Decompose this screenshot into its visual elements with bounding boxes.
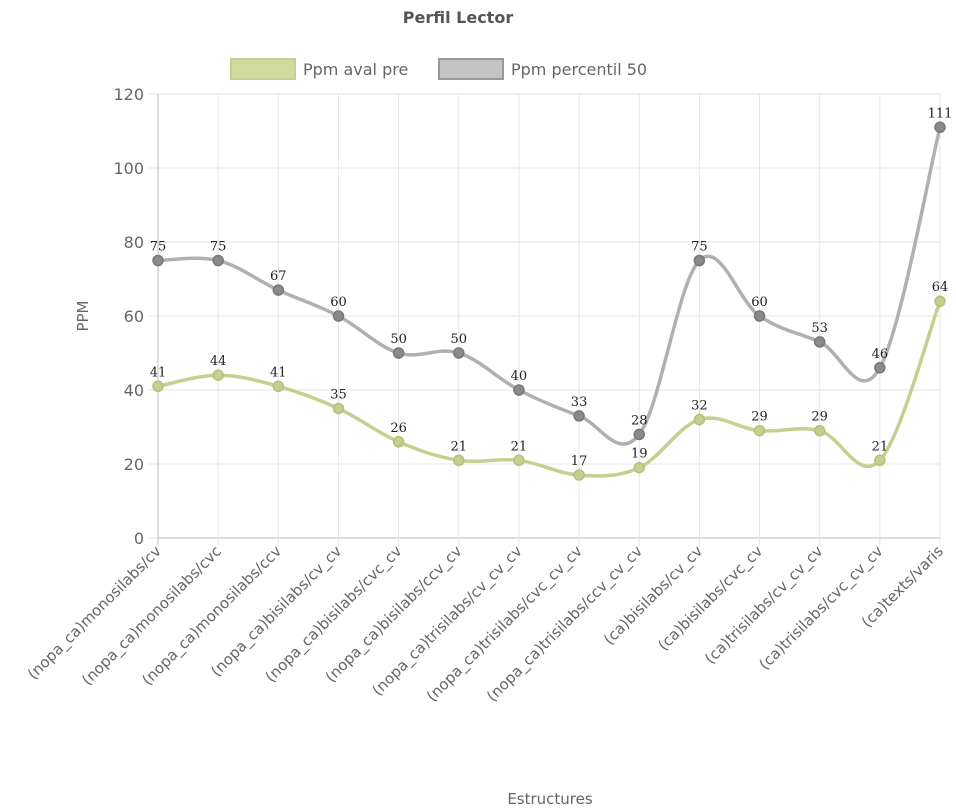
data-label: 50 xyxy=(390,332,407,347)
data-point[interactable] xyxy=(152,254,164,267)
data-point[interactable] xyxy=(453,454,465,467)
data-point[interactable] xyxy=(513,384,525,396)
x-tick-label: (ca)bisilabs/cvc_cv xyxy=(654,542,767,655)
y-tick-label: 0 xyxy=(134,529,144,548)
data-label: 19 xyxy=(631,447,648,462)
y-tick-label: 80 xyxy=(124,233,144,252)
data-point[interactable] xyxy=(753,424,766,437)
series-line-1 xyxy=(157,126,942,446)
data-label: 46 xyxy=(872,347,889,362)
y-tick-label: 100 xyxy=(113,159,144,178)
y-tick-label: 60 xyxy=(124,307,144,326)
data-point[interactable] xyxy=(212,254,224,267)
data-point[interactable] xyxy=(693,413,706,426)
data-label: 28 xyxy=(631,413,648,428)
y-tick-label: 120 xyxy=(113,85,144,104)
data-point[interactable] xyxy=(633,428,645,441)
data-point[interactable] xyxy=(272,284,285,296)
data-label: 50 xyxy=(450,332,467,347)
data-point[interactable] xyxy=(272,380,285,393)
legend-swatch-aval-pre[interactable] xyxy=(230,58,296,80)
data-label: 29 xyxy=(811,410,828,425)
data-point[interactable] xyxy=(874,362,886,374)
data-label: 41 xyxy=(150,365,167,380)
data-label: 35 xyxy=(330,388,347,403)
data-point[interactable] xyxy=(332,310,345,322)
data-label: 40 xyxy=(511,369,528,384)
data-label: 53 xyxy=(811,321,828,336)
data-label: 75 xyxy=(691,240,708,255)
data-label: 17 xyxy=(571,454,588,469)
data-label: 32 xyxy=(691,399,708,414)
y-axis-label: PPM xyxy=(74,300,92,331)
data-labels: 75 75 67 60 50 50 40 33 28 75 60 53 46 111 41 44 41 35 26 2… xyxy=(150,106,953,469)
data-label: 21 xyxy=(450,439,467,454)
data-label: 26 xyxy=(390,421,407,436)
data-label: 33 xyxy=(571,395,588,410)
data-point[interactable] xyxy=(753,310,766,322)
x-tick-label: (ca)trisilabs/cv_cv_cv xyxy=(701,542,827,668)
data-point[interactable] xyxy=(332,402,345,415)
x-axis-ticks: (nopa_ca)monosilabs/cv(nopa_ca)monosilab… xyxy=(24,542,947,706)
chart-title: Perfil Lector xyxy=(403,8,514,27)
data-point[interactable] xyxy=(874,454,886,467)
data-label: 111 xyxy=(928,106,953,121)
data-point[interactable] xyxy=(813,424,826,437)
y-tick-label: 40 xyxy=(124,381,144,400)
data-point[interactable] xyxy=(513,454,525,467)
x-axis-label: Estructures xyxy=(507,790,593,808)
legend: Ppm aval pre Ppm percentil 50 xyxy=(230,58,647,80)
data-point[interactable] xyxy=(392,436,405,448)
data-label: 60 xyxy=(751,295,768,310)
data-label: 64 xyxy=(932,280,949,295)
data-point[interactable] xyxy=(813,336,826,348)
data-point[interactable] xyxy=(212,369,224,381)
y-axis-ticks: 0 20 40 60 80 100 120 xyxy=(113,85,144,548)
data-label: 75 xyxy=(150,240,167,255)
data-label: 21 xyxy=(872,439,889,454)
data-point[interactable] xyxy=(392,347,405,359)
legend-label-percentil-50[interactable]: Ppm percentil 50 xyxy=(511,60,647,79)
data-point[interactable] xyxy=(453,347,465,359)
data-label: 21 xyxy=(511,439,528,454)
data-point[interactable] xyxy=(573,469,585,481)
data-label: 29 xyxy=(751,410,768,425)
legend-label-aval-pre[interactable]: Ppm aval pre xyxy=(303,60,408,79)
data-label: 75 xyxy=(210,240,227,255)
data-point[interactable] xyxy=(934,121,946,134)
data-label: 60 xyxy=(330,295,347,310)
data-label: 67 xyxy=(270,269,287,284)
data-label: 44 xyxy=(210,354,227,369)
data-label: 41 xyxy=(270,365,287,380)
data-point[interactable] xyxy=(693,254,706,267)
legend-swatch-percentil-50[interactable] xyxy=(438,58,504,80)
data-point[interactable] xyxy=(152,380,164,393)
data-point[interactable] xyxy=(633,461,645,474)
data-point[interactable] xyxy=(573,410,585,422)
data-point[interactable] xyxy=(934,295,946,307)
series xyxy=(152,121,946,481)
y-tick-label: 20 xyxy=(124,455,144,474)
